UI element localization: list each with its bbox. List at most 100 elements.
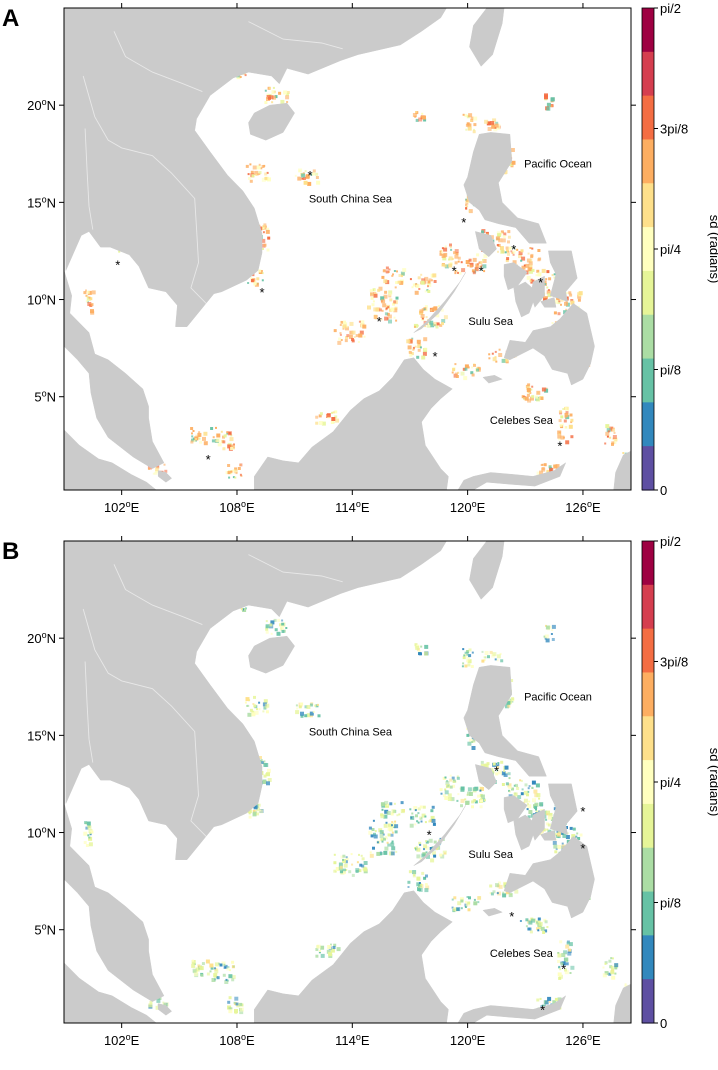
lat-tick-label: 10oN <box>27 825 56 841</box>
colorbar-swatch <box>642 358 654 403</box>
colorbar-tick-label: pi/4 <box>660 242 681 257</box>
sea-label-pacific-ocean: Pacific Ocean <box>524 691 592 703</box>
asterisk-marker: * <box>432 349 437 364</box>
land-mindoro <box>474 764 497 791</box>
colorbar-swatch <box>642 139 654 184</box>
lat-tick-label: 5oN <box>34 389 56 405</box>
colorbar-swatch <box>642 402 654 447</box>
colorbar-tick-label: 3pi/8 <box>660 122 688 137</box>
colorbar-tick-label: pi/8 <box>660 896 681 911</box>
land-cebu <box>530 275 545 308</box>
sea-label-south-china-sea: South China Sea <box>309 726 393 738</box>
colorbar-swatch <box>642 935 654 980</box>
land-palawan <box>413 272 466 333</box>
land-sulawesi <box>457 462 567 490</box>
asterisk-marker: * <box>452 263 457 278</box>
land-halmahera <box>613 450 631 490</box>
river-line <box>82 75 207 304</box>
land-malay-peninsula <box>64 270 165 469</box>
lat-tick-label: 10oN <box>27 292 56 308</box>
asterisk-marker: * <box>509 909 514 924</box>
sea-label-pacific-ocean: Pacific Ocean <box>524 158 592 170</box>
colorbar-tick-label: pi/2 <box>660 534 681 549</box>
river-line <box>113 31 203 93</box>
colorbar-swatch <box>642 803 654 849</box>
land-singapore-islands <box>157 1003 172 1016</box>
asterisk-marker: * <box>377 314 382 329</box>
colorbar-tick-label: pi/8 <box>660 363 681 378</box>
land-halmahera <box>613 983 631 1023</box>
map-svg: South China Sea Pacific Ocean Sulu Sea Cele… <box>2 1 718 515</box>
asterisk-marker: * <box>580 841 585 856</box>
lon-tick-label: 126oE <box>565 1032 601 1048</box>
rivers <box>82 554 343 837</box>
colorbar-swatch <box>642 584 654 630</box>
land-bohol <box>540 830 557 841</box>
land-singapore-islands <box>157 470 172 483</box>
land-malay-peninsula <box>64 803 165 1002</box>
land-sulu-archipelago <box>482 908 503 917</box>
colorbar-swatch <box>642 628 654 674</box>
land-bohol <box>540 297 557 308</box>
land-taiwan <box>469 541 505 600</box>
colorbar-swatch <box>642 95 654 141</box>
colorbar-swatch <box>642 891 654 936</box>
lon-tick-label: 126oE <box>565 499 601 515</box>
river-line <box>82 608 207 837</box>
plot-frame <box>63 7 632 491</box>
asterisk-marker: * <box>115 258 120 273</box>
river-line <box>113 564 203 626</box>
land-luzon <box>463 132 547 244</box>
land-mindanao <box>503 303 595 386</box>
colorbar-swatch <box>642 541 654 586</box>
asterisk-marker: * <box>307 168 312 183</box>
land-sulawesi <box>457 995 567 1023</box>
plot-frame <box>63 540 632 1024</box>
land-negros <box>513 281 538 318</box>
colorbar-swatch <box>642 227 654 272</box>
asterisk-marker: * <box>206 452 211 467</box>
lat-tick-label: 15oN <box>27 727 56 743</box>
colorbar-swatch <box>642 760 654 805</box>
lat-tick-label: 15oN <box>27 194 56 210</box>
land-sumatra <box>64 429 157 490</box>
panel-letter: A <box>2 5 19 32</box>
asterisk-marker: * <box>427 828 432 843</box>
land-mindanao <box>503 836 595 919</box>
asterisk-marker: * <box>494 763 499 778</box>
lat-tick-label: 20oN <box>27 630 56 646</box>
asterisk-marker: * <box>540 1002 545 1017</box>
colorbar-tick-label: 0 <box>660 1016 667 1031</box>
map-svg: South China Sea Pacific Ocean Sulu Sea Cele… <box>2 534 718 1048</box>
colorbar-title: sd (radians) <box>707 748 718 817</box>
colorbar-swatch <box>642 446 654 491</box>
land-luzon <box>463 665 547 777</box>
land-taiwan <box>469 8 505 67</box>
asterisk-marker: * <box>259 285 264 300</box>
sea-label-south-china-sea: South China Sea <box>309 193 393 205</box>
lon-tick-label: 108oE <box>219 1032 255 1048</box>
land-masses <box>64 541 631 1023</box>
lon-tick-label: 108oE <box>219 499 255 515</box>
panel-letter: B <box>2 538 19 565</box>
asterisk-marker: * <box>561 962 566 977</box>
sea-label-celebes-sea: Celebes Sea <box>490 948 554 960</box>
asterisk-marker: * <box>511 242 516 257</box>
land-cebu <box>530 808 545 841</box>
land-samar-leyte <box>548 783 578 835</box>
colorbar-swatch <box>642 183 654 228</box>
colorbar-tick-label: pi/4 <box>660 775 681 790</box>
land-hainan <box>248 102 295 141</box>
river-line <box>84 128 94 230</box>
colorbar-swatch <box>642 716 654 761</box>
colorbar: pi/2 3pi/8 pi/4 pi/8 0 <box>641 1 688 498</box>
sea-label-sulu-sea: Sulu Sea <box>468 849 514 861</box>
lon-tick-label: 114oE <box>335 499 370 515</box>
colorbar-swatch <box>642 270 654 316</box>
lon-tick-label: 114oE <box>335 1032 370 1048</box>
sea-label-sulu-sea: Sulu Sea <box>468 316 514 328</box>
colorbar: pi/2 3pi/8 pi/4 pi/8 0 <box>641 534 688 1031</box>
sea-label-celebes-sea: Celebes Sea <box>490 415 554 427</box>
asterisk-marker: * <box>557 438 562 453</box>
colorbar-tick-label: 3pi/8 <box>660 655 688 670</box>
